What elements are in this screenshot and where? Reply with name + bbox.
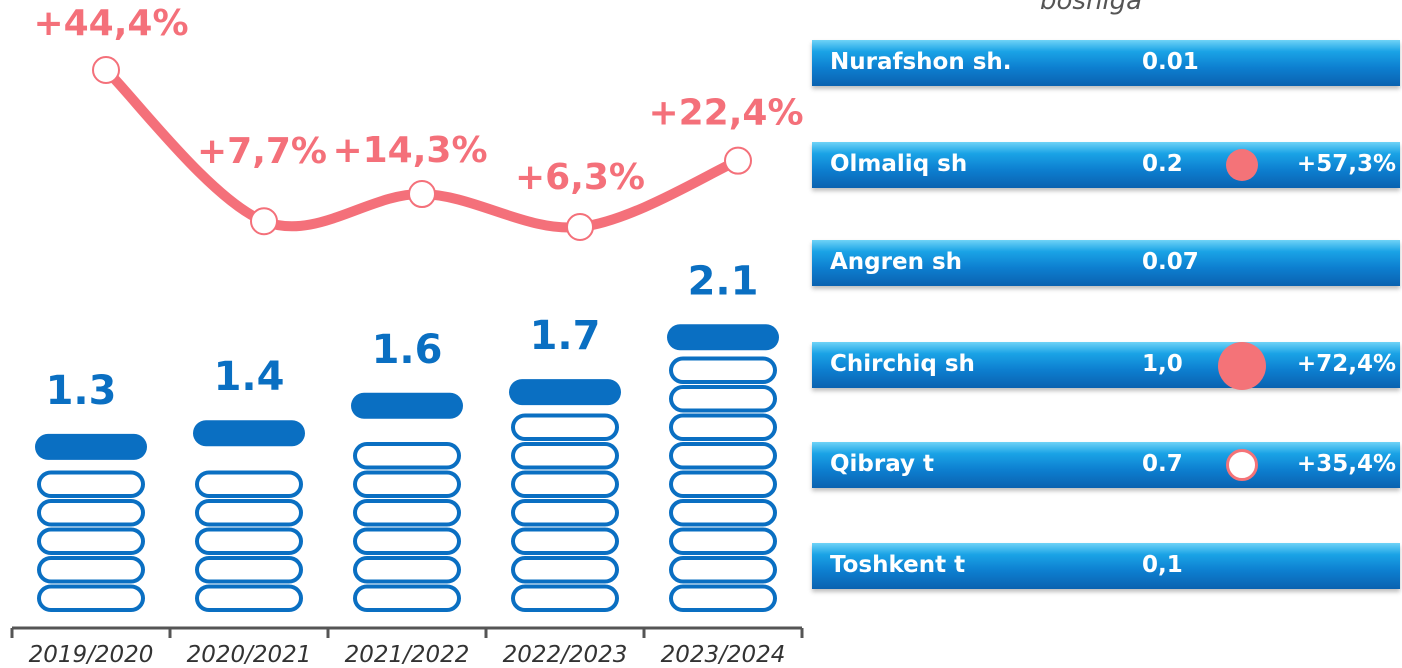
bar-ring (195, 499, 303, 527)
bar-ring (669, 356, 777, 384)
value-label: 1.6 (372, 327, 443, 373)
change: +57,3% (1296, 151, 1396, 177)
bar-ring (195, 470, 303, 498)
x-tick-label: 2020/2021 (187, 642, 312, 668)
bar-ring (669, 385, 777, 413)
bar-ring (669, 584, 777, 612)
bar-ring (37, 470, 145, 498)
bar-ring (37, 527, 145, 555)
table-row: Angren sh 0.07 (812, 240, 1400, 286)
change: +35,4% (1296, 451, 1396, 477)
table-row: Olmaliq sh 0.2 +57,3% (812, 142, 1400, 188)
value-label: +22,4% (648, 93, 803, 134)
bar-ring (353, 442, 461, 470)
value-label: 1.4 (214, 354, 285, 400)
value: 0.2 (1142, 151, 1183, 177)
x-tick-label: 2022/2023 (503, 642, 628, 668)
bar-ring (669, 442, 777, 470)
value: 1,0 (1142, 351, 1183, 377)
bar-ring (669, 527, 777, 555)
point (92, 56, 120, 85)
value: 0.07 (1142, 249, 1199, 275)
change: +72,4% (1296, 351, 1396, 377)
city: Toshkent t (830, 552, 966, 578)
city: Angren sh (830, 249, 963, 275)
value-label: 1.3 (46, 368, 117, 414)
bar (667, 324, 779, 351)
value-label: +7,7% (197, 131, 327, 172)
value: 0,1 (1142, 552, 1183, 578)
bar-ring (37, 584, 145, 612)
value: 0.7 (1142, 451, 1183, 477)
bar (35, 433, 147, 460)
point (408, 180, 436, 209)
bar-ring (511, 527, 619, 555)
bar-ring (353, 527, 461, 555)
note: boshiga (1040, 0, 1143, 16)
value-label: 2.1 (688, 258, 759, 304)
value-label: +6,3% (515, 157, 645, 198)
bar-ring (511, 442, 619, 470)
bar-ring (195, 584, 303, 612)
value: 0.01 (1142, 49, 1199, 75)
table-row: Toshkent t 0,1 (812, 543, 1400, 589)
table-row: Nurafshon sh. 0.01 (812, 40, 1400, 86)
city: Chirchiq sh (830, 351, 975, 377)
city: Olmaliq sh (830, 151, 968, 177)
value-label: +44,4% (33, 3, 188, 44)
table-row: Chirchiq sh 1,0 +72,4% (812, 342, 1400, 390)
bar-ring (353, 556, 461, 584)
point (250, 207, 278, 236)
bar-ring (511, 584, 619, 612)
bar-ring (669, 499, 777, 527)
bar-ring (353, 470, 461, 498)
bar-ring (37, 556, 145, 584)
point (566, 213, 594, 241)
bar-ring (669, 470, 777, 498)
bar-ring (669, 413, 777, 441)
bar-ring (353, 584, 461, 612)
bar-ring (511, 499, 619, 527)
bar (193, 420, 305, 447)
bar-ring (195, 527, 303, 555)
marker-dot (1218, 342, 1266, 390)
marker-dot (1226, 149, 1258, 181)
bar-ring (37, 499, 145, 527)
city: Qibray t (830, 451, 935, 477)
marker-dot (1226, 449, 1258, 481)
bar (351, 392, 463, 419)
bar-ring (195, 556, 303, 584)
city: Nurafshon sh. (830, 49, 1012, 75)
bar-ring (511, 470, 619, 498)
bar-ring (353, 499, 461, 527)
value-label: +14,3% (332, 130, 487, 171)
x-tick-label: 2023/2024 (661, 642, 786, 668)
bar-ring (669, 556, 777, 584)
table-row: Qibray t 0.7 +35,4% (812, 442, 1400, 488)
bar (509, 379, 621, 406)
x-tick-label: 2019/2020 (29, 642, 154, 668)
bar-ring (511, 556, 619, 584)
value-label: 1.7 (530, 313, 601, 359)
x-tick-label: 2021/2022 (345, 642, 470, 668)
point (724, 146, 752, 175)
chart: 2019/2020 1.3 2020/2021 1.4 2021/2022 1.6 2022… (10, 3, 804, 668)
bar-ring (511, 413, 619, 441)
